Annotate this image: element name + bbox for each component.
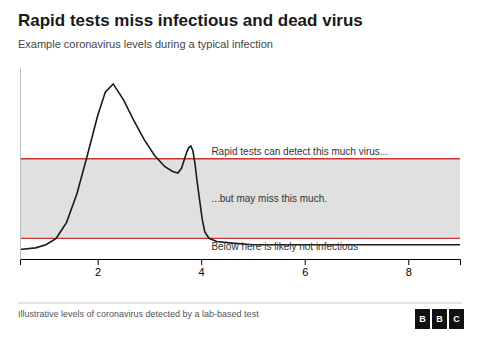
threshold-band [20, 159, 460, 239]
marks [20, 84, 460, 250]
logo-letter: B [436, 314, 443, 324]
x-axis-line [21, 260, 461, 266]
chart: Rapid tests miss infectious and dead vir… [0, 0, 480, 337]
annotation: ...but may miss this much. [211, 193, 327, 204]
x-tick: 2 [95, 259, 101, 278]
logo-box [449, 309, 464, 329]
x-tick: 6 [302, 259, 308, 278]
x-tick-mark [305, 259, 306, 265]
x-tick-label: 4 [199, 266, 205, 278]
logo-letter: C [453, 314, 460, 324]
x-tick: 4 [199, 259, 205, 278]
x-tick-label: 8 [406, 266, 412, 278]
x-tick-mark [408, 259, 409, 265]
subtitle: Example coronavirus levels during a typi… [18, 38, 273, 50]
annotation: Below here is likely not infectious [211, 241, 358, 252]
x-tick-mark [201, 259, 202, 265]
x-tick: 8 [406, 259, 412, 278]
threshold-line [20, 238, 460, 239]
x-tick-label: 2 [95, 266, 101, 278]
title: Rapid tests miss infectious and dead vir… [18, 11, 363, 30]
line [20, 84, 460, 250]
plot: 2 4 6 8 Rapid tests can detect this much vir… [20, 69, 461, 278]
logo-letter: B [419, 314, 426, 324]
x-tick-label: 6 [302, 266, 308, 278]
x-tick-mark [98, 259, 99, 265]
y-axis-line [20, 69, 21, 260]
y-axis [20, 69, 21, 260]
x-axis: 2 4 6 8 [21, 259, 461, 278]
footer: Illustrative levels of coronavirus detec… [18, 309, 259, 319]
annotation: Rapid tests can detect this much virus..… [211, 146, 388, 157]
footer-rule [18, 303, 462, 304]
logo-box [432, 309, 447, 329]
logo-box [415, 309, 430, 329]
